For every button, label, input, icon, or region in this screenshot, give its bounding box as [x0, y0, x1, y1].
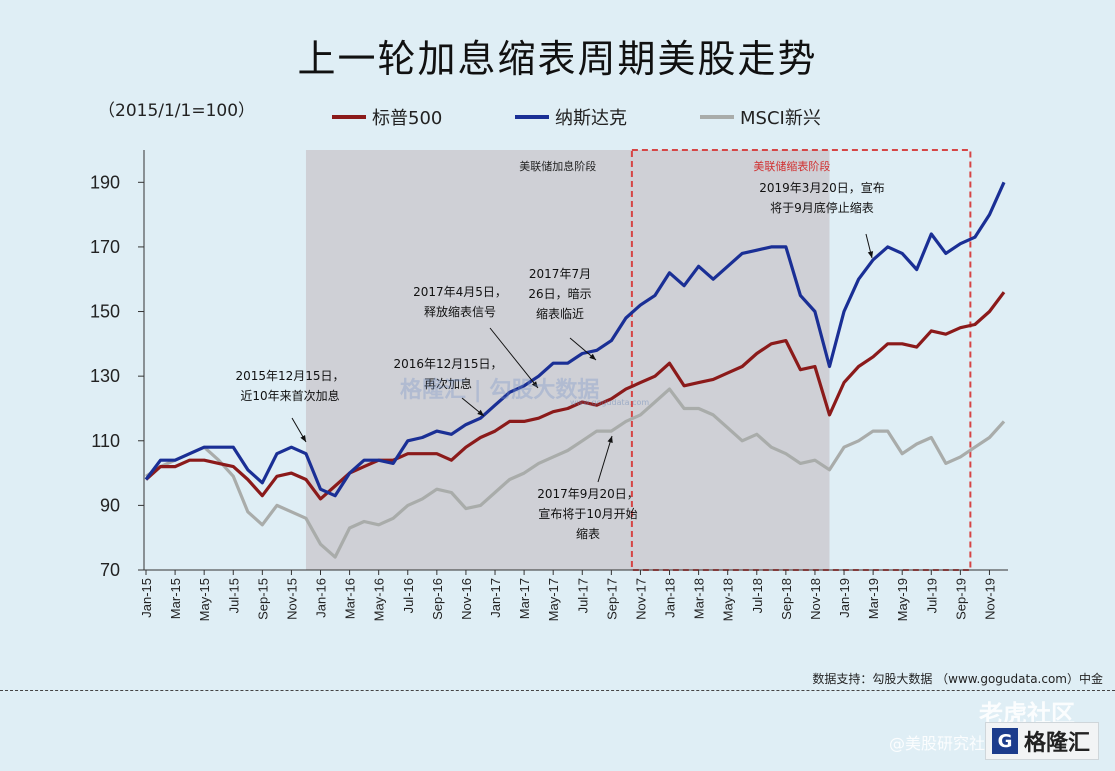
annotation-4-line-2: 缩表	[576, 526, 600, 541]
x-tick-label-May-15: May-15	[197, 578, 212, 621]
x-tick-label-Mar-17: Mar-17	[517, 578, 532, 619]
x-tick-label-May-18: May-18	[721, 578, 736, 621]
x-tick-label-Nov-17: Nov-17	[633, 578, 648, 620]
annotation-arrowhead-5	[867, 251, 874, 258]
x-tick-label-Jul-16: Jul-16	[401, 578, 416, 613]
hike-band	[305, 150, 830, 570]
x-tick-label-Nov-15: Nov-15	[284, 578, 299, 620]
watermark-center-url: www.gogudata.com	[570, 398, 650, 407]
legend-item-sp500: 标普500	[332, 104, 442, 130]
series-line-msci_em	[145, 387, 1006, 559]
x-tick-label-Nov-16: Nov-16	[459, 578, 474, 620]
line-chart: 美联储加息阶段 美联储缩表阶段 70 90 110 130 150 170 190 Jan-15 M…	[90, 149, 1008, 621]
x-tick-label-Jul-17: Jul-17	[575, 578, 590, 613]
watermark-center: 格隆汇 | 勾股大数据	[400, 378, 600, 403]
x-tick-label-Sep-17: Sep-17	[604, 578, 619, 620]
x-tick-label-Nov-19: Nov-19	[982, 578, 997, 620]
x-tick-label-Sep-18: Sep-18	[779, 578, 794, 620]
annotation-3-line-0: 2017年7月	[529, 267, 591, 281]
x-tick-label-Mar-18: Mar-18	[692, 578, 707, 619]
x-tick-label-Sep-16: Sep-16	[430, 578, 445, 620]
x-tick-label-Sep-19: Sep-19	[953, 578, 968, 620]
annotation-4-line-0: 2017年9月20日，	[537, 487, 638, 501]
legend-swatch-sp500	[332, 115, 366, 119]
y-tick-label-130: 130	[90, 366, 120, 386]
annotation-0-line-1: 近10年来首次加息	[240, 388, 339, 403]
annotation-5-line-0: 2019年3月20日，宣布	[759, 180, 884, 195]
x-tick-label-Mar-15: Mar-15	[168, 578, 183, 619]
x-tick-label-May-19: May-19	[895, 578, 910, 621]
y-tick-label-70: 70	[100, 560, 120, 580]
x-tick-label-May-17: May-17	[546, 578, 561, 621]
base-note: （2015/1/1=100）	[98, 101, 256, 121]
series-line-sp500	[144, 291, 1006, 501]
annotation-arrowhead-1	[477, 409, 484, 416]
annotation-4-line-1: 宣布将于10月开始	[538, 506, 637, 521]
x-tick-label-May-16: May-16	[372, 578, 387, 621]
annotation-arrowhead-4	[607, 436, 613, 443]
annotation-arrowhead-2	[531, 381, 538, 388]
x-tick-label-Jul-18: Jul-18	[750, 578, 765, 613]
y-tick-label-190: 190	[90, 172, 120, 192]
x-tick-label-Jan-17: Jan-17	[488, 578, 503, 618]
x-tick-label-Jul-19: Jul-19	[924, 578, 939, 613]
legend-swatch-msci	[700, 115, 734, 119]
x-tick-label-Jan-19: Jan-19	[837, 578, 852, 618]
y-tick-label-110: 110	[91, 431, 120, 451]
x-tick-label-Jan-16: Jan-16	[314, 578, 329, 618]
annotation-3-line-2: 缩表临近	[536, 306, 584, 321]
annotation-arrow-4	[597, 435, 613, 483]
annotation-1-line-0: 2016年12月15日，	[393, 357, 502, 371]
x-tick-label-Mar-19: Mar-19	[866, 578, 881, 619]
y-tick-label-170: 170	[90, 237, 120, 257]
legend-item-nasdaq: 纳斯达克	[515, 104, 627, 130]
hike-band-label: 美联储加息阶段	[519, 159, 596, 173]
annotation-arrow-2	[489, 327, 539, 389]
divider	[0, 690, 1115, 691]
watermark-author: @美股研究社	[888, 734, 985, 753]
legend-swatch-nasdaq	[515, 115, 549, 119]
watermark-logo: G 格隆汇	[985, 722, 1099, 760]
series-line-nasdaq	[144, 181, 1006, 498]
x-tick-label-Nov-18: Nov-18	[808, 578, 823, 620]
annotation-arrowhead-3	[589, 353, 596, 360]
chart-title: 上一轮加息缩表周期美股走势	[297, 37, 818, 81]
source-note: 数据支持：勾股大数据 （www.gogudata.com）中金	[812, 672, 1103, 686]
x-tick-label-Sep-15: Sep-15	[255, 578, 270, 620]
annotation-arrowhead-0	[300, 435, 306, 442]
annotation-3-line-1: 26日，暗示	[528, 286, 591, 301]
logo-g-icon: G	[992, 728, 1018, 754]
legend-item-msci: MSCI新兴	[700, 104, 821, 130]
y-tick-label-90: 90	[100, 495, 120, 515]
legend-label-nasdaq: 纳斯达克	[555, 108, 627, 129]
annotation-0-line-0: 2015年12月15日，	[235, 369, 344, 383]
legend-label-sp500: 标普500	[372, 108, 443, 129]
x-tick-label-Mar-16: Mar-16	[343, 578, 358, 619]
logo-text: 格隆汇	[1024, 731, 1091, 756]
x-tick-label-Jan-15: Jan-15	[139, 578, 154, 618]
y-tick-label-150: 150	[90, 302, 120, 322]
legend-label-msci: MSCI新兴	[740, 108, 821, 129]
annotation-2-line-0: 2017年4月5日，	[413, 285, 507, 299]
x-tick-label-Jul-15: Jul-15	[226, 578, 241, 613]
annotation-2-line-1: 释放缩表信号	[424, 304, 496, 319]
annotation-1-line-1: 再次加息	[424, 376, 472, 391]
annotation-5-line-1: 将于9月底停止缩表	[770, 200, 874, 215]
taper-box-label: 美联储缩表阶段	[753, 159, 830, 173]
x-tick-label-Jan-18: Jan-18	[663, 578, 678, 618]
